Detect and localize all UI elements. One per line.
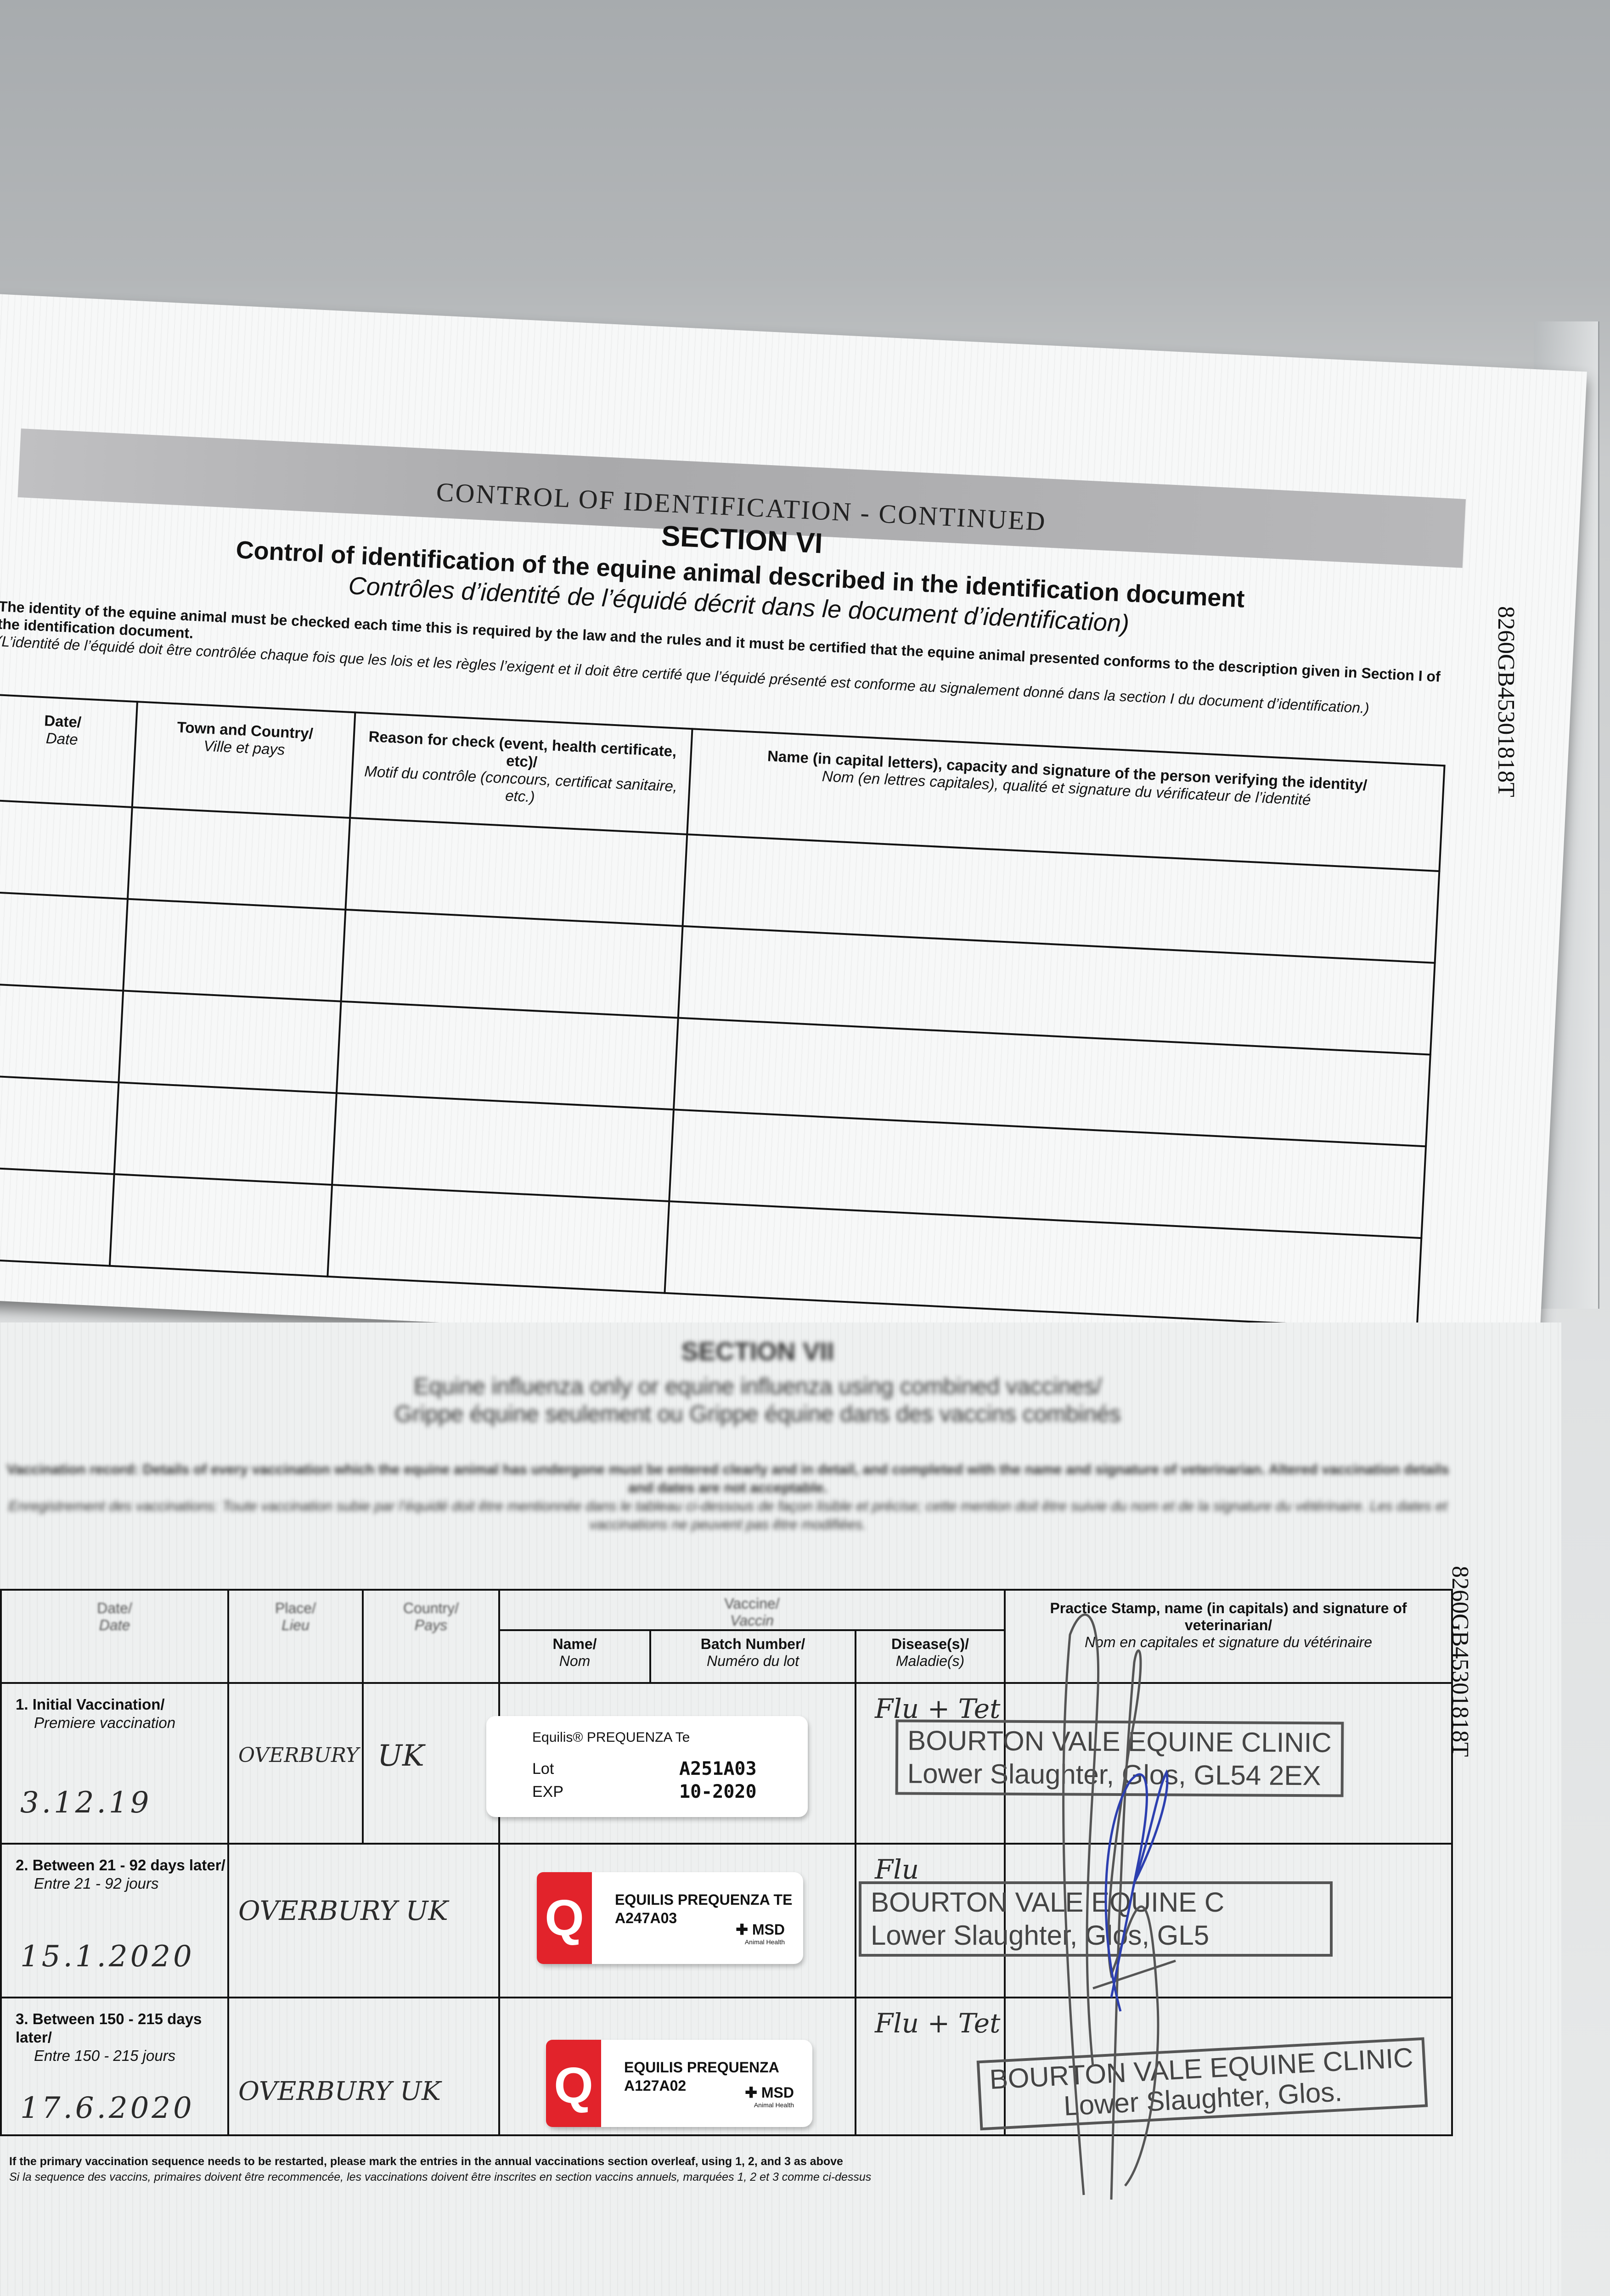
header-batch-number: Batch Number/Numéro du lot — [649, 1629, 856, 1684]
header-country: Country/Pays — [362, 1589, 500, 1684]
footer-english: If the primary vaccination sequence need… — [9, 2155, 843, 2168]
msd-cross-icon: ✚ — [736, 1921, 752, 1938]
batch-number: A251A03 — [679, 1758, 757, 1779]
vaccine-sticker: Equilis® PREQUENZA Te Lot EXP A251A03 10… — [486, 1716, 808, 1817]
batch-number: A127A02 — [624, 2077, 687, 2094]
document-id-bottom: 8260GB45301818T — [1447, 1566, 1473, 1757]
identification-check-table: Date/Date Town and Country/Ville et pays… — [0, 693, 1446, 1331]
header-practice-stamp: Practice Stamp, name (in capitals) and s… — [1004, 1589, 1453, 1684]
instructions: Vaccination record: Details of every vac… — [5, 1460, 1451, 1534]
header-vaccine-name: Name/Nom — [498, 1629, 651, 1684]
expiry-date: 10-2020 — [679, 1781, 757, 1802]
footer-french: Si la sequence des vaccins, primaires do… — [9, 2171, 872, 2183]
sticker-brand: Equilis® PREQUENZA Te — [532, 1730, 690, 1745]
vaccination-place: OVERBURY UK — [238, 1895, 448, 1926]
row-label: 2. Between 21 - 92 days later/Entre 21 -… — [16, 1857, 225, 1892]
msd-logo: ✚ MSD Animal Health — [745, 2084, 794, 2109]
row-label: 1. Initial Vaccination/Premiere vaccinat… — [16, 1696, 176, 1731]
row-label: 3. Between 150 - 215 days later/Entre 15… — [16, 2010, 202, 2064]
vaccination-table: Date/Date Place/Lieu Country/Pays Vaccin… — [0, 1589, 1453, 2136]
disease: Flu + Tet — [875, 1693, 1001, 1724]
header-disease: Disease(s)/Maladie(s) — [855, 1629, 1006, 1684]
vaccination-date: 17.6.2020 — [20, 2091, 195, 2125]
practice-stamp: BOURTON VALE EQUINE CLINIC Lower Slaught… — [976, 2037, 1428, 2131]
header-place: Place/Lieu — [227, 1589, 364, 1684]
vaccination-row-1: 1. Initial Vaccination/Premiere vaccinat… — [0, 1682, 1453, 1845]
vaccine-sticker: Q EQUILIS PREQUENZA A127A02 ✚ MSD Animal … — [546, 2040, 812, 2127]
instruction-french: Enregistrement des vaccinations: Toute v… — [8, 1498, 1447, 1532]
sticker-exp-label: EXP — [532, 1783, 564, 1801]
header-date: Date/Date — [0, 1589, 229, 1684]
msd-logo: ✚ MSD Animal Health — [736, 1921, 785, 1946]
vaccine-sticker: Q EQUILIS PREQUENZA TE A247A03 ✚ MSD Anim… — [537, 1872, 803, 1964]
bottom-page-section-vii: SECTION VII Equine influenza only or equ… — [0, 1322, 1561, 2296]
vaccine-name: EQUILIS PREQUENZA — [624, 2059, 779, 2076]
q-logo-icon: Q — [537, 1872, 592, 1964]
msd-cross-icon: ✚ — [745, 2084, 761, 2101]
batch-number: A247A03 — [615, 1910, 677, 1926]
practice-stamp: BOURTON VALE EQUINE CLINIC Lower Slaught… — [895, 1719, 1344, 1797]
disease: Flu + Tet — [875, 2008, 1001, 2039]
vaccination-date: 15.1.2020 — [20, 1940, 195, 1974]
subtitle-english: Equine influenza only or equine influenz… — [413, 1373, 1102, 1399]
vaccination-date: 3.12.19 — [20, 1786, 152, 1820]
vaccine-name: EQUILIS PREQUENZA TE — [615, 1891, 793, 1908]
vaccination-place: OVERBURY — [238, 1744, 359, 1767]
q-logo-icon: Q — [546, 2040, 601, 2127]
header-vaccine: Vaccine/Vaccin — [498, 1589, 1006, 1631]
instruction-english: Vaccination record: Details of every vac… — [6, 1461, 1449, 1496]
section-heading: SECTION VII — [681, 1337, 834, 1366]
sticker-lot-label: Lot — [532, 1760, 554, 1778]
vaccination-row-3: 3. Between 150 - 215 days later/Entre 15… — [0, 1997, 1453, 2136]
header-town-country: Town and Country/Ville et pays — [132, 702, 355, 818]
subtitle-french: Grippe équine seulement ou Grippe équine… — [394, 1401, 1121, 1427]
header-reason: Reason for check (event, health certific… — [350, 712, 692, 834]
vaccination-place: OVERBURY UK — [238, 2077, 441, 2106]
vaccination-country: UK — [377, 1739, 424, 1773]
vaccination-row-2: 2. Between 21 - 92 days later/Entre 21 -… — [0, 1843, 1453, 1998]
document-id-top: 8260GB45301818T — [1493, 606, 1519, 797]
footer-note: If the primary vaccination sequence need… — [9, 2154, 871, 2185]
top-page-section-vi: CONTROL OF IDENTIFICATION - CONTINUED SE… — [0, 294, 1587, 1376]
disease: Flu — [875, 1854, 919, 1885]
header-date: Date/Date — [0, 694, 137, 807]
practice-stamp: BOURTON VALE EQUINE C Lower Slaughter, G… — [859, 1881, 1333, 1957]
